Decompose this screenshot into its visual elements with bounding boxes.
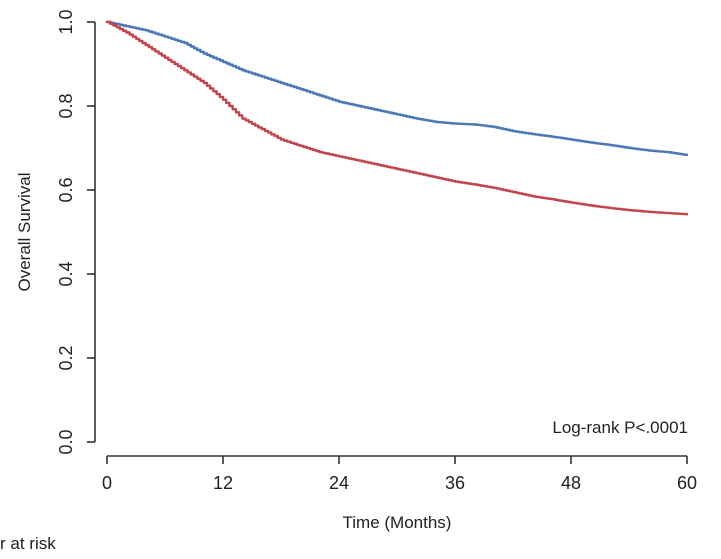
y-tick-label: 0.2 — [56, 345, 76, 370]
y-tick-label: 1.0 — [56, 9, 76, 34]
x-tick-label: 60 — [677, 473, 697, 493]
series-line-blue — [105, 20, 689, 157]
y-tick-label: 0.8 — [56, 93, 76, 118]
x-tick-label: 12 — [213, 473, 233, 493]
y-tick-label: 0.6 — [56, 177, 76, 202]
axes-layer — [94, 22, 687, 457]
y-tick-label: 0.4 — [56, 261, 76, 286]
x-tick-label: 48 — [561, 473, 581, 493]
y-tick-label: 0.0 — [56, 429, 76, 454]
x-ticks: 0 12 24 36 48 60 — [102, 456, 697, 493]
x-tick-label: 36 — [445, 473, 465, 493]
y-ticks: 0.0 0.2 0.4 0.6 0.8 1.0 — [56, 9, 95, 455]
logrank-annotation: Log-rank P<.0001 — [552, 418, 688, 437]
x-tick-label: 0 — [102, 473, 112, 493]
series-line-red — [105, 20, 689, 216]
numbers-at-risk-label: r at risk — [0, 534, 56, 553]
series-layer — [105, 20, 689, 216]
y-axis-title: Overall Survival — [15, 172, 34, 291]
x-tick-label: 24 — [329, 473, 349, 493]
x-axis-title: Time (Months) — [343, 513, 452, 532]
